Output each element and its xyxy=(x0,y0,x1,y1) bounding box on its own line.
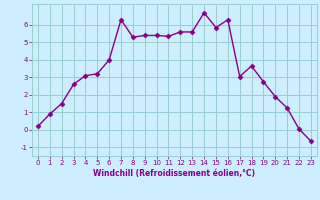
X-axis label: Windchill (Refroidissement éolien,°C): Windchill (Refroidissement éolien,°C) xyxy=(93,169,255,178)
